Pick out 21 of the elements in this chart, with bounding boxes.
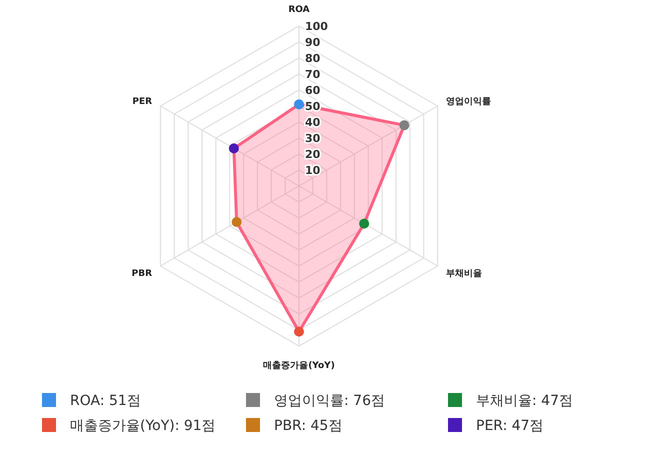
text: ROA: 51점 [70,393,141,409]
spoke-label: 매출증가율(YoY) [263,360,335,371]
y-tick-label: 100 [305,20,328,33]
spoke-label: ROA [288,5,310,15]
y-tick-label: 90 [305,36,321,49]
spoke-label: PER [132,97,152,107]
y-tick-label: 10 [305,164,321,177]
text: 매출증가율(YoY): 91점 [70,418,216,434]
y-tick-label: 80 [305,52,321,65]
text: 영업이익률: 76점 [274,393,385,409]
text: PBR: 45점 [274,418,342,434]
y-tick-label: 20 [305,148,321,161]
y-tick-label: 40 [305,116,321,129]
y-tick-label: 60 [305,84,321,97]
y-tick-label: 30 [305,132,321,145]
text: 부채비율: 47점 [476,393,573,409]
text: PER: 47점 [476,418,544,434]
spoke-label: PBR [132,269,152,279]
y-tick-label: 70 [305,68,321,81]
spoke-label: 영업이익률 [446,97,491,107]
spoke-label: 부채비율 [446,269,482,279]
